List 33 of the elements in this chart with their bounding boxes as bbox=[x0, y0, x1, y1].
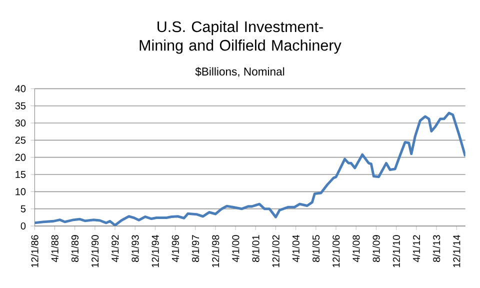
chart-subtitle: $Billions, Nominal bbox=[195, 67, 284, 77]
x-tick-label: 12/1/02 bbox=[272, 235, 280, 268]
x-tick-label: 8/1/09 bbox=[372, 235, 380, 262]
x-tick-label: 4/1/92 bbox=[111, 235, 119, 262]
y-tick-label: 0 bbox=[20, 222, 26, 230]
x-tick-label: 12/1/86 bbox=[31, 235, 38, 268]
x-tick-label: 12/1/14 bbox=[452, 234, 460, 268]
y-tick-label: 30 bbox=[15, 119, 26, 127]
x-tick-label: 12/1/98 bbox=[212, 235, 220, 268]
x-tick-label: 4/1/96 bbox=[172, 235, 179, 262]
x-tick-label: 8/1/97 bbox=[192, 235, 200, 262]
y-tick-label: 5 bbox=[20, 205, 26, 212]
x-tick-label: 12/1/06 bbox=[332, 235, 340, 268]
x-tick-label: 8/1/93 bbox=[131, 235, 139, 262]
x-tick-label: 8/1/89 bbox=[71, 235, 79, 262]
x-tick-label: 8/1/13 bbox=[432, 235, 440, 262]
y-tick-label: 40 bbox=[15, 85, 26, 92]
x-tick-label: 8/1/01 bbox=[252, 235, 260, 262]
x-tick-label: 4/1/00 bbox=[232, 235, 240, 262]
y-tick-label: 25 bbox=[15, 136, 26, 144]
x-tick-label: 4/1/04 bbox=[292, 234, 300, 262]
x-tick-label: 8/1/05 bbox=[312, 235, 320, 262]
y-tick-label: 20 bbox=[15, 154, 26, 161]
y-tick-label: 10 bbox=[16, 188, 26, 196]
y-tick-label: 35 bbox=[15, 102, 26, 110]
y-tick-label: 15 bbox=[16, 171, 26, 178]
x-tick-label: 12/1/10 bbox=[392, 235, 400, 268]
x-tick-label: 4/1/88 bbox=[51, 235, 58, 262]
x-tick-label: 12/1/90 bbox=[91, 235, 99, 268]
chart-title: U.S. Capital Investment- Mining and Oilfield Machinery bbox=[140, 20, 342, 54]
x-tick-label: 12/1/94 bbox=[152, 234, 159, 268]
x-tick-label: 4/1/12 bbox=[412, 235, 420, 262]
x-tick-label: 4/1/08 bbox=[352, 235, 360, 262]
